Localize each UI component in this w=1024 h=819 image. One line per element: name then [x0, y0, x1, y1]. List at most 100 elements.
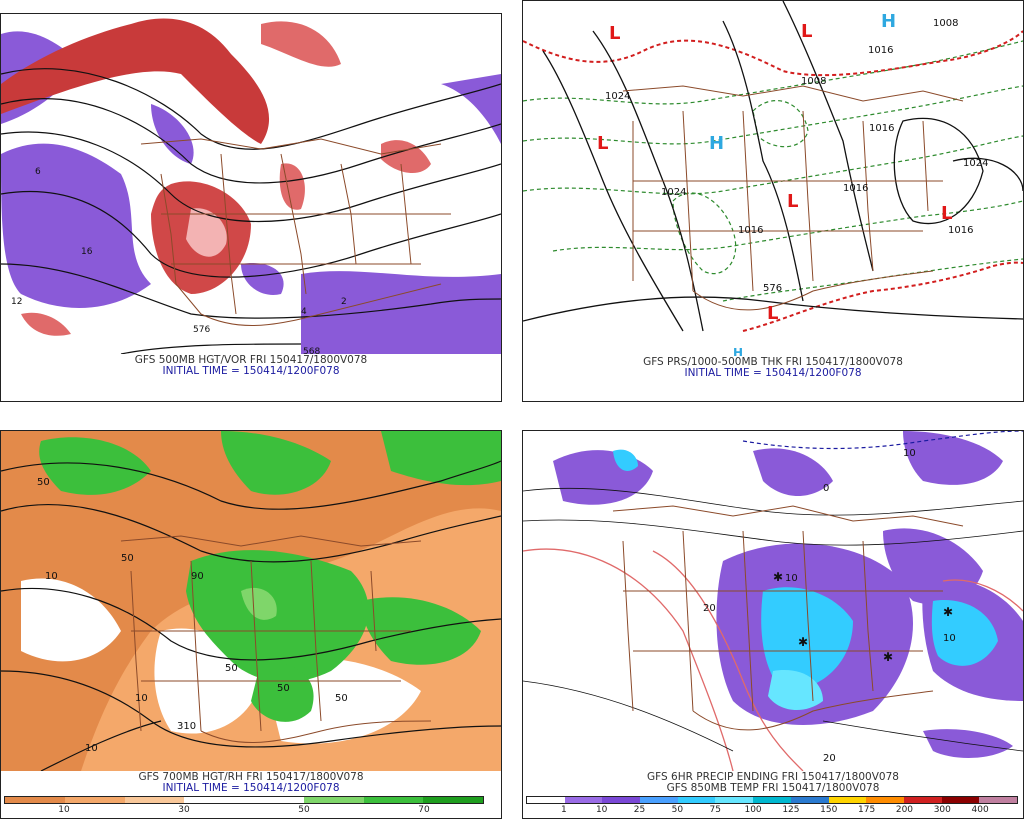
scale-color-segment	[677, 797, 716, 803]
scale-color-segment	[979, 797, 1017, 803]
pressure-label: 1016	[948, 225, 973, 236]
pressure-label: 1024	[963, 158, 988, 169]
panel-700mb-rh: 50 10 50 50 90 50 10 50 310 10 GFS 700MB…	[0, 430, 502, 819]
precip-color-bar	[526, 796, 1018, 804]
pressure-label: 1008	[933, 18, 958, 29]
contour-label: 16	[81, 247, 93, 257]
low-pressure-symbol: L	[787, 191, 798, 212]
scale-color-segment	[941, 797, 980, 803]
rh-color-scale: 1030507090	[4, 796, 484, 818]
pressure-label: 1008	[801, 76, 826, 87]
contour-label: 2	[341, 297, 347, 307]
temperature-label: 0	[823, 483, 829, 494]
precip-scale-ticks: 1 10 25 50 75 100 125 150 175 200 300 400	[526, 805, 1018, 817]
scale-tick-label: 50	[298, 805, 310, 815]
contour-label: 50	[121, 553, 134, 564]
panel-pressure-thickness: 1024 1016 1016 1024 1016 1016 1008 1008 …	[522, 0, 1024, 402]
map-700mb-rh: 50 10 50 50 90 50 10 50 310 10	[1, 431, 501, 771]
temperature-label: 10	[785, 573, 798, 584]
panel-caption-initial-time: INITIAL TIME = 150414/1200F078	[162, 365, 340, 377]
scale-tick-label: 175	[858, 805, 876, 815]
temperature-label: 20	[823, 753, 836, 764]
contour-label: 50	[335, 693, 348, 704]
snow-symbol-icon: ✱	[773, 570, 783, 584]
pressure-label: 1016	[738, 225, 763, 236]
scale-tick-label: 30	[178, 805, 190, 815]
contour-label: 10	[135, 693, 148, 704]
precip-color-scale: 1 10 25 50 75 100 125 150 175 200 300 400	[526, 796, 1018, 818]
map-pressure-thickness: 1024 1016 1016 1024 1016 1016 1008 1008 …	[523, 1, 1023, 356]
scale-color-segment	[64, 797, 125, 803]
panel-caption-title: GFS 6HR PRECIP ENDING FRI 150417/1800V07…	[647, 771, 899, 783]
panel-500mb-vorticity: 576 568 6 4 12 2 16 GFS 500MB HGT/VOR FR…	[0, 13, 502, 402]
scale-color-segment	[903, 797, 942, 803]
panel-caption-title: GFS PRS/1000-500MB THK FRI 150417/1800V0…	[643, 356, 903, 368]
panel-caption-title: GFS 700MB HGT/RH FRI 150417/1800V078	[138, 771, 364, 783]
map-precip-850mb-temp: 0 10 20 10 20 10 ✱ ✱ ✱ ✱	[523, 431, 1023, 771]
pressure-label: 1024	[661, 187, 686, 198]
temperature-label: 10	[943, 633, 956, 644]
scale-color-segment	[866, 797, 904, 803]
snow-symbol-icon: ✱	[798, 635, 808, 649]
high-pressure-symbol: H	[881, 11, 896, 32]
scale-tick-label: 75	[709, 805, 721, 815]
low-pressure-symbol: L	[941, 203, 952, 224]
scale-tick-label: 125	[782, 805, 800, 815]
pressure-label: 1024	[605, 91, 630, 102]
contour-label: 50	[277, 683, 290, 694]
scale-tick-label: 400	[971, 805, 989, 815]
scale-color-segment	[715, 797, 754, 803]
scale-color-segment	[753, 797, 791, 803]
low-pressure-symbol: L	[597, 133, 608, 154]
high-pressure-symbol: H	[733, 346, 743, 356]
low-pressure-symbol: L	[609, 23, 620, 44]
temperature-label: 20	[703, 603, 716, 614]
panel-precip-850mb-temp: 0 10 20 10 20 10 ✱ ✱ ✱ ✱ GFS 6HR PRECIP …	[522, 430, 1024, 819]
scale-color-segment	[527, 797, 565, 803]
scale-color-segment	[244, 797, 304, 803]
pressure-label: 1016	[869, 123, 894, 134]
contour-label: 10	[45, 571, 58, 582]
scale-color-segment	[640, 797, 678, 803]
temperature-label: 10	[903, 448, 916, 459]
contour-label: 4	[301, 307, 307, 317]
scale-tick-label: 25	[633, 805, 646, 815]
rh-color-bar	[4, 796, 484, 804]
contour-label: 12	[11, 297, 22, 307]
snow-symbol-icon: ✱	[883, 650, 893, 664]
scale-tick-label: 10	[58, 805, 70, 815]
contour-label: 50	[37, 477, 50, 488]
scale-color-segment	[124, 797, 185, 803]
rh-scale-ticks: 1030507090	[4, 805, 484, 817]
pressure-label: 576	[763, 283, 782, 294]
contour-label: 90	[191, 571, 204, 582]
scale-color-segment	[564, 797, 603, 803]
scale-color-segment	[5, 797, 65, 803]
scale-color-segment	[363, 797, 424, 803]
panel-caption-subtitle: GFS 850MB TEMP FRI 150417/1800V078	[666, 782, 880, 794]
low-pressure-symbol: L	[767, 303, 778, 324]
scale-tick-label: 200	[895, 805, 914, 815]
high-pressure-symbol: H	[709, 133, 724, 154]
scale-color-segment	[423, 797, 483, 803]
pressure-label: 1016	[843, 183, 868, 194]
scale-color-segment	[303, 797, 364, 803]
scale-tick-label: 50	[671, 805, 684, 815]
contour-label: 576	[193, 325, 210, 335]
scale-color-segment	[184, 797, 244, 803]
scale-tick-label: 10	[595, 805, 608, 815]
snow-symbol-icon: ✱	[943, 605, 953, 619]
scale-color-segment	[602, 797, 641, 803]
panel-caption-initial-time: INITIAL TIME = 150414/1200F078	[162, 782, 340, 794]
contour-label: 568	[303, 347, 320, 354]
low-pressure-symbol: L	[801, 21, 812, 42]
panel-caption-initial-time: INITIAL TIME = 150414/1200F078	[684, 367, 862, 379]
scale-tick-label: 150	[820, 805, 838, 815]
scale-color-segment	[828, 797, 867, 803]
contour-label: 310	[177, 721, 196, 732]
pressure-label: 1016	[868, 45, 893, 56]
scale-tick-label: 300	[933, 805, 951, 815]
scale-tick-label: 70	[418, 805, 430, 815]
contour-label: 50	[225, 663, 238, 674]
contour-label: 10	[85, 743, 98, 754]
